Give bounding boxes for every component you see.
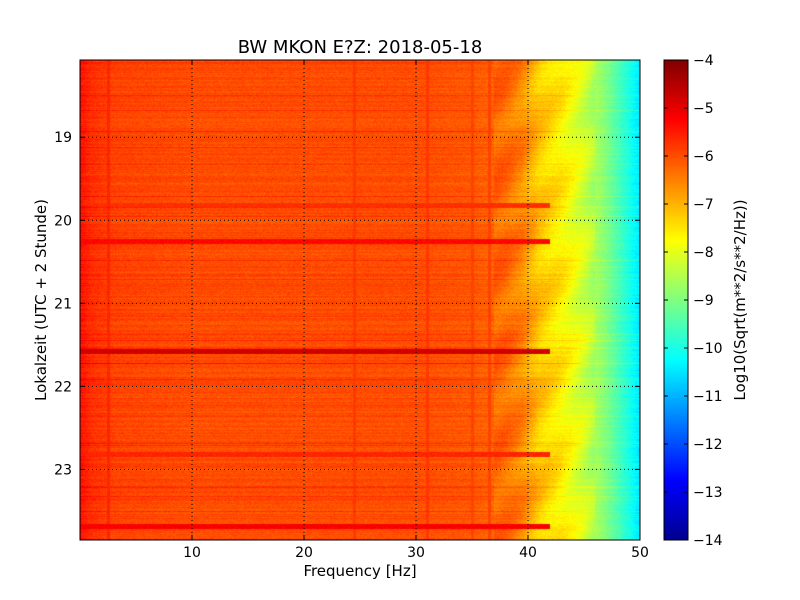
- x-tick-label: 20: [295, 545, 313, 561]
- y-axis-ticks: 19 20 21 22 23: [54, 130, 640, 478]
- spectrogram-heatmap: [80, 60, 640, 540]
- x-tick-label: 10: [183, 545, 201, 561]
- plot-frame: [79, 59, 641, 541]
- y-tick-label: 21: [54, 296, 72, 312]
- spectrogram-canvas: [80, 60, 640, 540]
- colorbar-tick-label: −10: [693, 341, 723, 357]
- y-axis-label: Lokalzeit (UTC + 2 Stunde): [32, 199, 50, 401]
- colorbar-tick-label: −4: [693, 53, 714, 69]
- x-axis-ticks: 10 20 30 40 50: [183, 60, 649, 561]
- x-axis-label: Frequency [Hz]: [303, 562, 416, 580]
- x-tick-label: 50: [631, 545, 649, 561]
- x-tick-label: 30: [407, 545, 425, 561]
- colorbar-tick-label: −8: [693, 245, 714, 261]
- y-tick-label: 20: [54, 213, 72, 229]
- colorbar-tick-label: −13: [693, 485, 723, 501]
- colorbar-ticks: −4 −5 −6 −7 −8 −9 −10 −11 −12 −13 −14: [664, 53, 723, 549]
- colorbar-tick-label: −9: [693, 293, 714, 309]
- colorbar: −4 −5 −6 −7 −8 −9 −10 −11 −12 −13 −14 Log10(Sqrt(m…: [663, 53, 749, 549]
- y-tick-label: 23: [54, 462, 72, 478]
- chart-title: BW MKON E?Z: 2018-05-18: [238, 37, 483, 58]
- colorbar-tick-label: −7: [693, 197, 714, 213]
- colorbar-tick-label: −6: [693, 149, 714, 165]
- colorbar-label: Log10(Sqrt(m**2/s**2/Hz)): [731, 199, 749, 400]
- y-tick-label: 19: [54, 130, 72, 146]
- colorbar-tick-label: −5: [693, 101, 714, 117]
- x-tick-label: 40: [519, 545, 537, 561]
- grid-lines: [80, 60, 640, 540]
- y-tick-label: 22: [54, 379, 72, 395]
- colorbar-tick-label: −14: [693, 533, 723, 549]
- colorbar-tick-label: −12: [693, 437, 723, 453]
- colorbar-tick-label: −11: [693, 389, 723, 405]
